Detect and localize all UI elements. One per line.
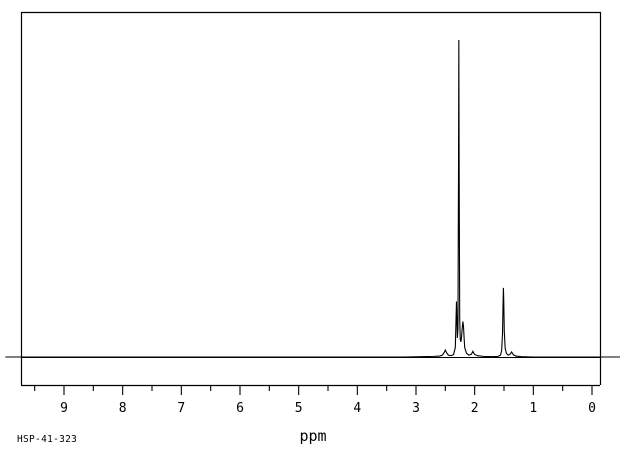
axis-tick-label: 3 bbox=[412, 401, 420, 416]
axis-tick-label: 5 bbox=[295, 401, 303, 416]
x-axis-title: ppm bbox=[299, 427, 326, 445]
axis-tick-label: 1 bbox=[529, 401, 537, 416]
axis-ticks bbox=[34, 386, 593, 395]
axis-tick-label: 9 bbox=[60, 401, 68, 416]
axis-tick-label: 4 bbox=[353, 401, 361, 416]
spectrum-trace bbox=[5, 39, 620, 358]
plot-frame bbox=[20, 11, 602, 387]
axis-tick-label: 6 bbox=[236, 401, 244, 416]
axis-tick-label: 7 bbox=[177, 401, 185, 416]
axis-tick-labels: 9 8 7 6 5 4 3 2 1 0 bbox=[60, 401, 596, 416]
axis-tick-label: 2 bbox=[471, 401, 479, 416]
sample-id-label: HSP-41-323 bbox=[17, 434, 77, 445]
axis-tick-label: 0 bbox=[588, 401, 596, 416]
axis-tick-label: 8 bbox=[119, 401, 127, 416]
